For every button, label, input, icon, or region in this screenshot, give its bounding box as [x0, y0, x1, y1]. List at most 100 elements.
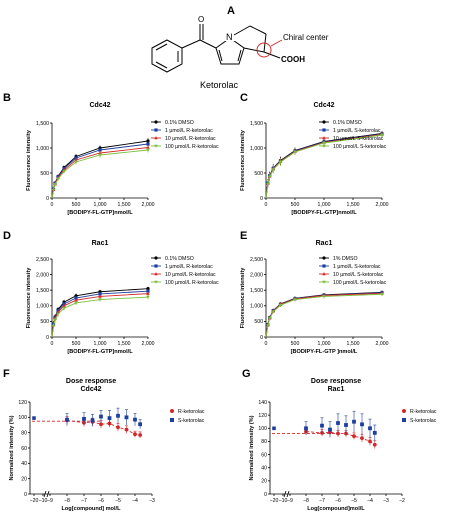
- data-point: [336, 431, 340, 436]
- chart-title: Rac1: [92, 240, 109, 247]
- data-point: [368, 426, 372, 431]
- x-tick-label: 500: [291, 202, 300, 208]
- x-tick-label: −7: [81, 498, 87, 504]
- y-axis-label: Fluorescence intensity: [240, 129, 246, 191]
- y-axis-label: Normalized intensity (%): [249, 415, 255, 480]
- x-tick-label: −9: [287, 498, 293, 504]
- data-point: [116, 413, 120, 418]
- fused-ring-bond: [249, 25, 267, 35]
- legend-entry: 1 µmol/L R-ketorolac: [165, 128, 213, 134]
- data-point: [107, 416, 112, 420]
- y-tick-label: 1,000: [250, 146, 263, 152]
- data-point: [267, 317, 272, 321]
- legend-marker: [322, 136, 326, 140]
- x-tick-label: −7: [319, 498, 325, 504]
- x-tick-label: −3: [149, 498, 155, 504]
- y-tick-label: 60: [21, 446, 27, 452]
- pyrrole-double-bond: [218, 49, 223, 62]
- y-tick-label: 0: [264, 492, 267, 498]
- data-point: [56, 312, 60, 317]
- legend-entry: 10 µmol/L R-ketorolac: [165, 272, 216, 278]
- legend-entry: 0.1% DMSO: [165, 120, 194, 126]
- nitrogen-atom: N: [226, 32, 233, 42]
- chiral-pointer: [270, 39, 283, 47]
- data-point: [99, 414, 103, 419]
- data-point: [98, 298, 102, 302]
- axis-break-mark: [283, 490, 287, 498]
- data-point: [328, 427, 332, 432]
- y-tick-label: 500: [254, 319, 263, 325]
- x-tick-label: 500: [72, 202, 81, 208]
- series-10-mol-l-r-ketorolac: [51, 145, 150, 199]
- x-tick-label: 2,000: [142, 341, 155, 347]
- data-point: [271, 168, 276, 172]
- y-tick-label: 1,000: [250, 304, 263, 310]
- legend-marker: [322, 120, 326, 124]
- data-point: [74, 160, 78, 164]
- y-axis-label: Normalized intensity (%): [9, 415, 15, 480]
- data-point: [62, 307, 66, 311]
- legend-entry: S-ketorolac: [410, 418, 437, 424]
- panel-letter-a: A: [227, 5, 235, 17]
- control-point: [32, 416, 36, 420]
- x-tick-label: 1,000: [94, 202, 107, 208]
- data-point: [380, 292, 384, 297]
- legend-entry: 100 µmol/L S-ketorolac: [333, 144, 387, 150]
- legend-entry: R-ketorolac: [410, 409, 437, 415]
- data-point: [271, 310, 276, 314]
- data-point: [380, 133, 384, 137]
- x-tick-label: 1,500: [118, 202, 131, 208]
- fit-curve: [66, 419, 141, 436]
- legend-marker: [170, 418, 174, 422]
- y-tick-label: 20: [21, 476, 27, 482]
- y-tick-label: 120: [18, 400, 27, 406]
- legend-marker: [402, 409, 406, 413]
- chart-title: Rac1: [316, 240, 333, 247]
- data-point: [320, 423, 324, 428]
- chart-title: Dose response: [311, 378, 361, 385]
- fit-curve: [305, 431, 376, 446]
- panel-letter: B: [3, 92, 11, 104]
- data-point: [82, 416, 86, 421]
- chiral-center-label: Chiral center: [283, 33, 329, 42]
- data-point: [360, 436, 364, 441]
- pyrrole-double-bond: [237, 49, 242, 62]
- y-tick-label: 1,500: [250, 288, 263, 294]
- y-tick-label: 2,500: [36, 257, 49, 263]
- data-point: [352, 419, 356, 424]
- axes: 0 500 1,000 1,500 0 500 1,000 1,500 2,000 [BODIPY…: [26, 121, 155, 216]
- chart-subtitle: Rac1: [328, 386, 345, 393]
- data-point: [352, 434, 356, 439]
- legend-entry: 1% DMSO: [333, 256, 358, 262]
- series-1-mol-l-s-ketorolac: [265, 290, 384, 338]
- y-tick-label: 80: [261, 439, 267, 445]
- y-tick-label: 2,500: [250, 257, 263, 263]
- data-point: [51, 188, 56, 192]
- data-point: [293, 298, 297, 302]
- x-tick-label: −3: [383, 498, 389, 504]
- y-tick-label: 1,500: [36, 121, 49, 127]
- panel-letter: D: [3, 230, 11, 242]
- x-axis-label: Log[compound]mol/L: [307, 506, 365, 512]
- y-tick-label: 500: [40, 171, 49, 177]
- data-point: [146, 145, 150, 149]
- cooh-group: COOH: [281, 55, 305, 64]
- data-point: [344, 423, 348, 427]
- data-point: [278, 160, 283, 164]
- panel-letter: F: [3, 368, 10, 380]
- data-point: [99, 422, 103, 427]
- legend-entry: 0.1% DMSO: [165, 256, 194, 262]
- y-tick-label: 1,500: [36, 288, 49, 294]
- legend-entry: R-ketorolac: [178, 409, 205, 415]
- data-point: [53, 183, 57, 187]
- x-tick-label: −8: [303, 498, 309, 504]
- series-1-dmso: [265, 290, 384, 338]
- data-point: [53, 318, 57, 323]
- panel-letter: E: [240, 230, 247, 242]
- legend-marker: [402, 418, 406, 422]
- x-tick-label: 2,000: [376, 202, 389, 208]
- x-axis-label: Log[compound] mol/L: [61, 506, 121, 512]
- x-axis-label: [BODIPY-FL-GTP]nmol/L: [67, 349, 133, 355]
- x-axis-label: [BODIPY-FL-GTP]nmol/L: [67, 210, 133, 216]
